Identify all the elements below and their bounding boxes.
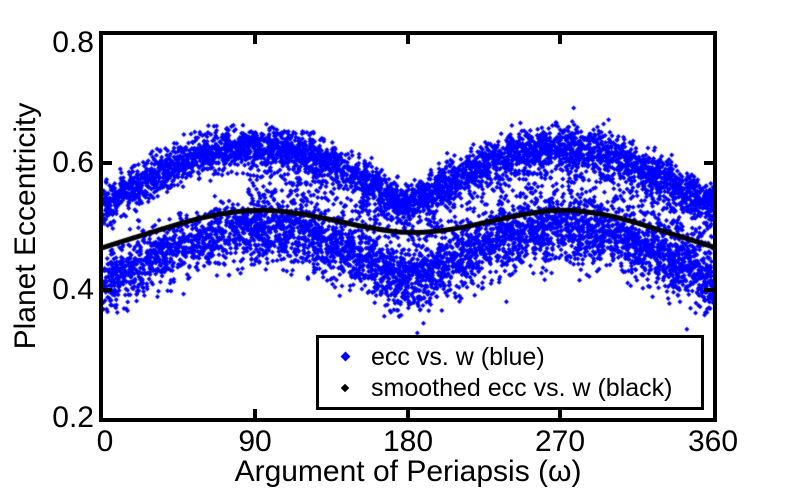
x-tick-label: 360	[687, 425, 739, 458]
x-tick-mark	[558, 35, 562, 44]
y-tick-mark	[704, 288, 713, 292]
y-tick-label: 0.6	[52, 146, 94, 179]
black-diamond-marker-icon	[340, 384, 350, 393]
legend-label: smoothed ecc vs. w (black)	[371, 374, 673, 403]
y-tick-label: 0.2	[52, 401, 94, 434]
y-tick-mark	[103, 288, 112, 292]
blue-diamond-marker-icon	[340, 351, 350, 362]
x-tick-label: 0	[96, 425, 114, 458]
legend: ecc vs. w (blue) smoothed ecc vs. w (bla…	[316, 335, 704, 410]
x-axis-label: Argument of Periapsis (ω)	[234, 455, 582, 488]
x-tick-mark	[558, 409, 562, 418]
x-tick-mark	[406, 35, 410, 44]
legend-marker-container	[319, 351, 371, 362]
y-axis-label: Planet Eccentricity	[9, 102, 42, 350]
y-tick-label: 0.8	[52, 26, 94, 59]
legend-marker-container	[319, 384, 371, 393]
legend-item-smoothed: smoothed ecc vs. w (black)	[319, 373, 701, 404]
legend-item-ecc: ecc vs. w (blue)	[319, 341, 701, 372]
x-tick-label: 270	[534, 425, 586, 458]
x-tick-mark	[253, 409, 257, 418]
x-tick-mark	[253, 35, 257, 44]
y-tick-label: 0.4	[52, 273, 94, 306]
y-tick-mark	[704, 161, 713, 165]
x-tick-label: 90	[238, 425, 272, 458]
y-tick-mark	[103, 161, 112, 165]
legend-label: ecc vs. w (blue)	[371, 342, 545, 371]
x-tick-mark	[406, 409, 410, 418]
x-tick-label: 180	[382, 425, 434, 458]
